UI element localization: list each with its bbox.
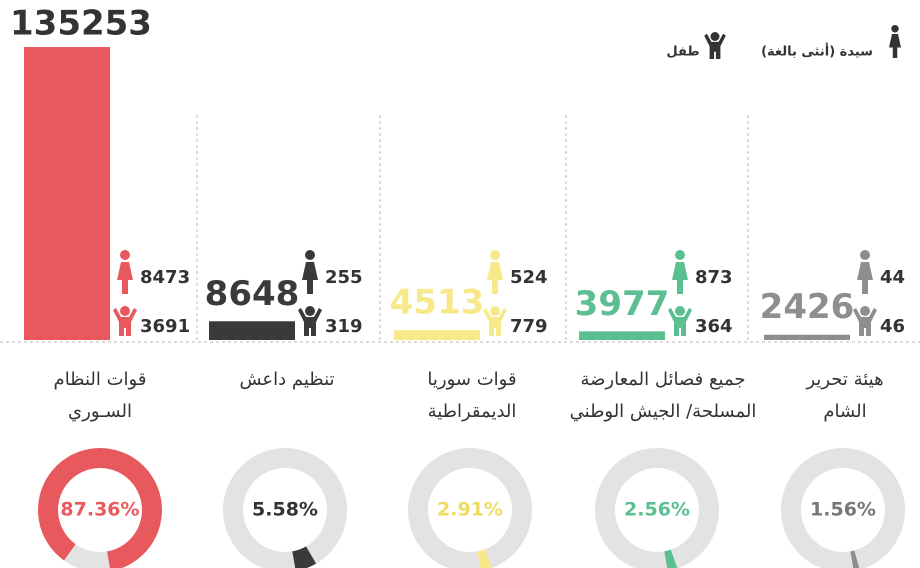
icon-head <box>710 32 720 41</box>
bar-value: 135253 <box>10 4 152 44</box>
category-label: الشام <box>823 401 866 422</box>
bar <box>764 334 850 340</box>
icon-head <box>490 250 500 260</box>
children-count: 779 <box>510 316 548 337</box>
woman-icon <box>117 250 133 294</box>
woman-icon <box>302 250 318 294</box>
child-icon <box>853 306 877 336</box>
donut-arc <box>781 448 905 568</box>
women-count: 873 <box>695 267 733 288</box>
child-icon <box>704 32 726 59</box>
icon-head <box>490 306 500 316</box>
icon-body <box>302 262 318 294</box>
icon-body <box>853 308 877 336</box>
child-icon <box>113 306 137 336</box>
category-label: السـوري <box>68 401 132 422</box>
bar <box>394 330 480 340</box>
children-count: 319 <box>325 316 363 337</box>
bar-value: 3977 <box>575 284 670 324</box>
donut-track <box>223 448 347 568</box>
donut-label: 2.91% <box>437 499 503 521</box>
donut-label: 2.56% <box>624 499 690 521</box>
bar <box>579 331 665 340</box>
donut-arc <box>223 448 347 568</box>
icon-body <box>113 308 137 336</box>
legend-women: سيدة (أنثى بالغة) <box>761 43 873 60</box>
donut-track <box>595 448 719 568</box>
women-count: 8473 <box>140 267 190 288</box>
icon-head <box>860 250 870 260</box>
bar-value: 8648 <box>205 274 300 314</box>
icon-head <box>891 25 899 33</box>
icon-head <box>305 306 315 316</box>
bar-value: 4513 <box>390 283 485 323</box>
icon-body <box>483 308 507 336</box>
category-label: تنظيم داعش <box>239 369 334 390</box>
children-count: 46 <box>880 316 905 337</box>
women-count: 44 <box>880 267 905 288</box>
bar-value: 2426 <box>760 287 855 327</box>
women-count: 255 <box>325 267 363 288</box>
icon-body <box>889 34 901 58</box>
donut-track <box>408 448 532 568</box>
legend-children: طفل <box>666 45 699 60</box>
donut-label: 1.56% <box>810 499 876 521</box>
donut-arc <box>408 448 532 568</box>
donut-label: 87.36% <box>60 499 139 521</box>
donut-arc <box>38 448 162 568</box>
child-icon <box>668 306 692 336</box>
icon-head <box>860 306 870 316</box>
category-label: جميع فصائل المعارضة <box>580 369 745 390</box>
icon-head <box>675 306 685 316</box>
women-count: 524 <box>510 267 548 288</box>
donut-label: 5.58% <box>252 499 318 521</box>
icon-body <box>298 308 322 336</box>
child-icon <box>298 306 322 336</box>
icon-body <box>857 262 873 294</box>
icon-body <box>668 308 692 336</box>
icon-head <box>305 250 315 260</box>
bar <box>209 321 295 340</box>
children-count: 3691 <box>140 316 190 337</box>
woman-icon <box>889 25 901 58</box>
icon-body <box>672 262 688 294</box>
woman-icon <box>672 250 688 294</box>
category-label: هيئة تحرير <box>805 369 883 390</box>
category-label: قوات سوريا <box>427 369 516 390</box>
category-label: المسلحة/ الجيش الوطني <box>570 401 757 422</box>
bar <box>24 47 110 340</box>
woman-icon <box>857 250 873 294</box>
category-label: قوات النظام <box>54 369 147 390</box>
woman-icon <box>487 250 503 294</box>
children-count: 364 <box>695 316 733 337</box>
icon-head <box>120 306 130 316</box>
icon-body <box>487 262 503 294</box>
child-icon <box>483 306 507 336</box>
category-label: الديمقراطية <box>428 401 517 422</box>
icon-head <box>120 250 130 260</box>
icon-body <box>117 262 133 294</box>
icon-head <box>675 250 685 260</box>
donut-track <box>781 448 905 568</box>
